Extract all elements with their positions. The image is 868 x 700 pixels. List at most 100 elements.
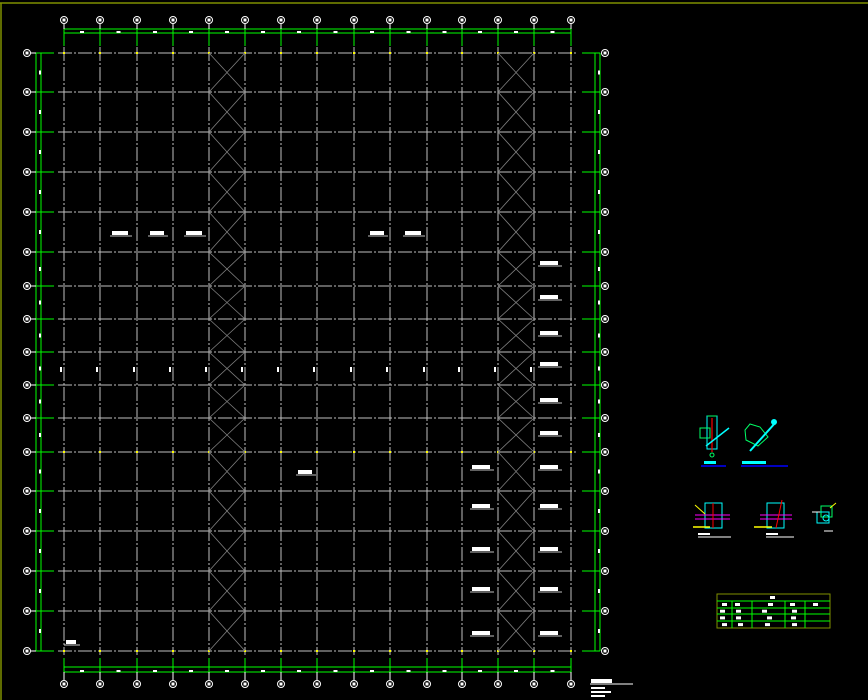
purlin-tag <box>60 367 62 372</box>
table-cell-text <box>768 603 773 606</box>
member-label-text <box>472 631 490 635</box>
column-marker <box>389 52 391 54</box>
axis-bubble <box>494 16 502 24</box>
dimension-text <box>598 110 600 114</box>
dimension-text <box>225 31 229 33</box>
axis-bubble <box>601 567 609 575</box>
axis-bubble <box>169 16 177 24</box>
axis-bubble-label <box>25 170 29 174</box>
dimension-text <box>598 300 600 305</box>
detail-caption <box>742 461 766 464</box>
member-label-text <box>540 295 558 299</box>
brace-diagonal <box>208 171 246 213</box>
detail-plate <box>744 423 769 447</box>
detail-caption <box>698 533 710 535</box>
brace-diagonal <box>208 451 246 492</box>
axis-bubble-label <box>603 250 607 254</box>
axis-bubble <box>23 414 31 422</box>
axis-bubble-label <box>62 682 66 686</box>
column-marker <box>353 451 355 453</box>
axis-bubble <box>241 16 249 24</box>
brace-diagonal <box>208 417 246 453</box>
axis-bubble <box>601 348 609 356</box>
column-marker <box>353 52 355 54</box>
dimension-text <box>39 150 41 154</box>
note-line <box>591 687 605 689</box>
axis-bubble-label <box>603 450 607 454</box>
axis-bubble <box>601 647 609 655</box>
axis-bubble <box>386 680 394 688</box>
axis-bubble <box>23 647 31 655</box>
column-marker <box>172 52 174 54</box>
dimension-text <box>261 31 265 33</box>
brace-diagonal <box>497 490 535 532</box>
dimension-text <box>39 549 41 553</box>
axis-bubble-label <box>25 130 29 134</box>
column-marker <box>63 650 65 652</box>
dimension-text <box>370 31 374 33</box>
axis-bubble <box>313 680 321 688</box>
column-marker <box>316 451 318 453</box>
purlin-tag <box>458 367 460 372</box>
axis-bubble <box>313 16 321 24</box>
column-marker <box>426 650 428 652</box>
dimension-text <box>598 549 600 553</box>
axis-bubble <box>567 680 575 688</box>
dimension-text <box>406 31 411 33</box>
axis-bubble <box>133 680 141 688</box>
dimension-text <box>39 110 41 114</box>
note-title <box>591 679 612 683</box>
axis-bubble <box>23 88 31 96</box>
axis-bubble-label <box>25 649 29 653</box>
table-cell-text <box>813 603 818 606</box>
axis-bubble-label <box>25 489 29 493</box>
purlin-tag <box>350 367 352 372</box>
purlin-tag <box>133 367 135 372</box>
axis-bubble <box>601 381 609 389</box>
axis-bubble <box>601 128 609 136</box>
dimension-text <box>598 70 600 75</box>
column-marker <box>426 451 428 453</box>
axis-bubble-label <box>388 18 392 22</box>
dimension-lines <box>35 28 601 673</box>
axis-bubble <box>23 567 31 575</box>
axis-bubble <box>601 607 609 615</box>
dimension-text <box>598 399 600 404</box>
brace-diagonal <box>497 91 535 133</box>
member-label-text <box>540 631 558 635</box>
column-marker <box>389 451 391 453</box>
axis-bubble <box>601 315 609 323</box>
axis-bubble-label <box>460 18 464 22</box>
table-cell-text <box>765 623 770 627</box>
purlin-tag <box>423 367 425 372</box>
axis-bubble-label <box>388 682 392 686</box>
axis-bubble-label <box>25 383 29 387</box>
column-marker <box>99 52 101 54</box>
brace-diagonal <box>497 318 535 353</box>
axis-bubble <box>601 282 609 290</box>
axis-bubble <box>530 16 538 24</box>
dimension-text <box>598 267 600 271</box>
axis-bubble <box>205 16 213 24</box>
axis-bubble <box>386 16 394 24</box>
column-marker <box>172 451 174 453</box>
axis-bubble <box>23 282 31 290</box>
member-label-text <box>540 331 558 335</box>
axis-bubble-label <box>569 682 573 686</box>
axis-bubble <box>458 16 466 24</box>
member-label-text <box>150 231 164 235</box>
member-label-text <box>540 362 558 366</box>
column-marker <box>570 451 572 453</box>
detail-bolt <box>771 419 777 425</box>
dimension-text <box>598 230 600 234</box>
axis-bubble-label <box>25 317 29 321</box>
table-cell-text <box>736 609 741 613</box>
table-cell-text <box>792 609 797 613</box>
dimension-text <box>550 31 555 33</box>
axis-bubble-label <box>603 383 607 387</box>
table-cell-text <box>722 603 727 606</box>
axis-bubble <box>23 49 31 57</box>
purlin-tag <box>386 367 388 372</box>
axis-bubble <box>133 16 141 24</box>
dimension-text <box>116 670 121 672</box>
